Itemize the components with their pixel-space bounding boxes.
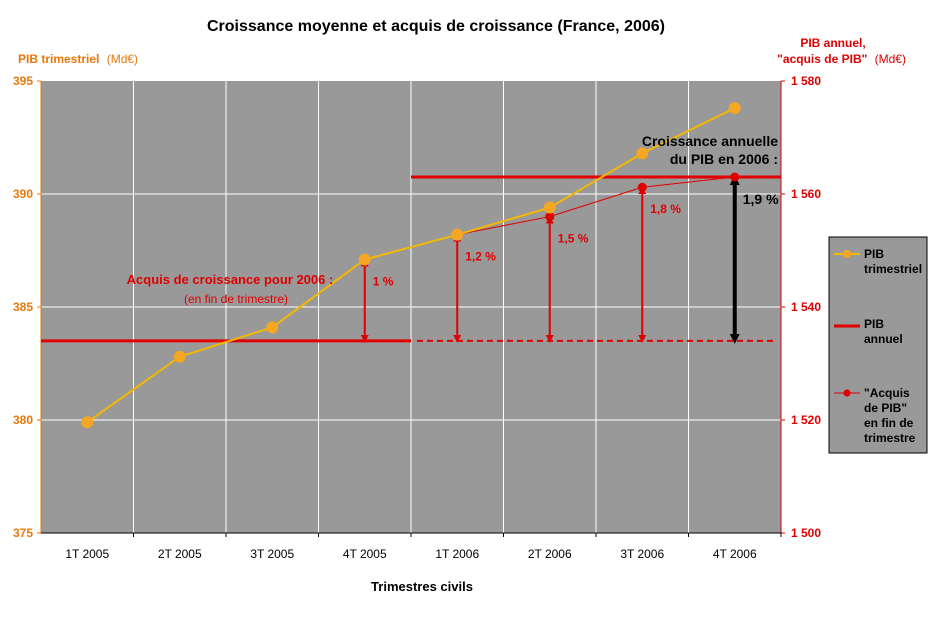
left-tick-label: 395 — [13, 74, 33, 88]
x-tick-label: 1T 2006 — [435, 547, 479, 561]
quarterly-point — [358, 253, 371, 266]
left-tick-label: 380 — [13, 413, 33, 427]
quarterly-point — [728, 102, 741, 115]
x-tick-label: 2T 2006 — [528, 547, 572, 561]
acquis-subtitle: (en fin de trimestre) — [184, 292, 288, 306]
x-tick-label: 3T 2006 — [620, 547, 664, 561]
growth-title-line2: du PIB en 2006 : — [670, 151, 778, 167]
x-tick-label: 4T 2006 — [713, 547, 757, 561]
quarterly-point — [266, 321, 279, 334]
legend-label-quarterly-2: trimestriel — [864, 262, 922, 276]
quarterly-point — [451, 228, 464, 241]
left-axis-label-unit: (Md€) — [107, 52, 138, 66]
annual-series — [41, 175, 781, 343]
acquis-title: Acquis de croissance pour 2006 : — [127, 272, 334, 287]
growth-arrow-label: 1,2 % — [465, 250, 496, 264]
legend-label-acquis-4: trimestre — [864, 431, 916, 445]
right-axis-label-unit: (Md€) — [875, 52, 906, 66]
legend-label-annual-1: PIB — [864, 317, 884, 331]
left-axis-label-main: PIB trimestriel — [18, 52, 99, 66]
right-tick-label: 1 580 — [791, 74, 821, 88]
quarterly-point — [81, 416, 94, 429]
quarterly-point — [543, 201, 556, 214]
legend-label-quarterly-1: PIB — [864, 247, 884, 261]
grid — [41, 81, 781, 533]
legend-label-annual-2: annuel — [864, 332, 903, 346]
arrows: 1 % 1,2 % 1,5 % 1,8 % 1,9 % — [360, 175, 779, 344]
right-tick-label: 1 520 — [791, 413, 821, 427]
right-axis-label-main: "acquis de PIB" — [777, 52, 867, 66]
x-tick-label: 3T 2005 — [250, 547, 294, 561]
right-tick-label: 1 500 — [791, 526, 821, 540]
growth-arrow-label: 1,9 % — [743, 191, 779, 207]
x-tick-label: 4T 2005 — [343, 547, 387, 561]
legend-label-acquis-3: en fin de — [864, 416, 914, 430]
acquis-point — [637, 182, 647, 192]
growth-arrow-label: 1,8 % — [650, 202, 681, 216]
left-axis-label: PIB trimestriel (Md€) — [18, 52, 138, 66]
chart-title: Croissance moyenne et acquis de croissan… — [207, 18, 665, 35]
growth-arrow-label: 1 % — [373, 275, 394, 289]
legend-label-acquis-1: "Acquis — [864, 386, 910, 400]
legend-marker-dot-acquis — [843, 389, 851, 397]
x-ticks: 1T 2005 2T 2005 3T 2005 4T 2005 1T 2006 2T 20… — [65, 533, 782, 561]
right-axis-label-line1: PIB annuel, — [800, 36, 865, 50]
x-tick-label: 2T 2005 — [158, 547, 202, 561]
quarterly-line — [86, 107, 736, 424]
left-ticks: 375 380 385 390 395 — [13, 74, 41, 540]
right-axis-label-line2: "acquis de PIB" (Md€) — [777, 52, 906, 66]
acquis-point — [545, 212, 555, 222]
quarterly-point — [636, 147, 649, 160]
quarterly-point — [173, 350, 186, 363]
growth-arrow-label: 1,5 % — [558, 232, 589, 246]
left-tick-label: 390 — [13, 187, 33, 201]
right-tick-label: 1 560 — [791, 187, 821, 201]
legend-marker-dot-quarterly — [843, 250, 851, 258]
left-tick-label: 375 — [13, 526, 33, 540]
legend-label-acquis-2: de PIB" — [864, 401, 907, 415]
right-tick-label: 1 540 — [791, 300, 821, 314]
quarterly-series — [81, 102, 741, 429]
left-tick-label: 385 — [13, 300, 33, 314]
acquis-point — [730, 172, 740, 182]
legend-box — [828, 236, 928, 454]
x-tick-label: 1T 2005 — [65, 547, 109, 561]
right-ticks: 1 500 1 520 1 540 1 560 1 580 — [781, 74, 821, 540]
growth-title-line1: Croissance annuelle — [642, 133, 778, 149]
legend: PIB trimestriel PIB annuel "Acquis de PI… — [828, 236, 928, 454]
x-axis-title: Trimestres civils — [371, 579, 473, 594]
